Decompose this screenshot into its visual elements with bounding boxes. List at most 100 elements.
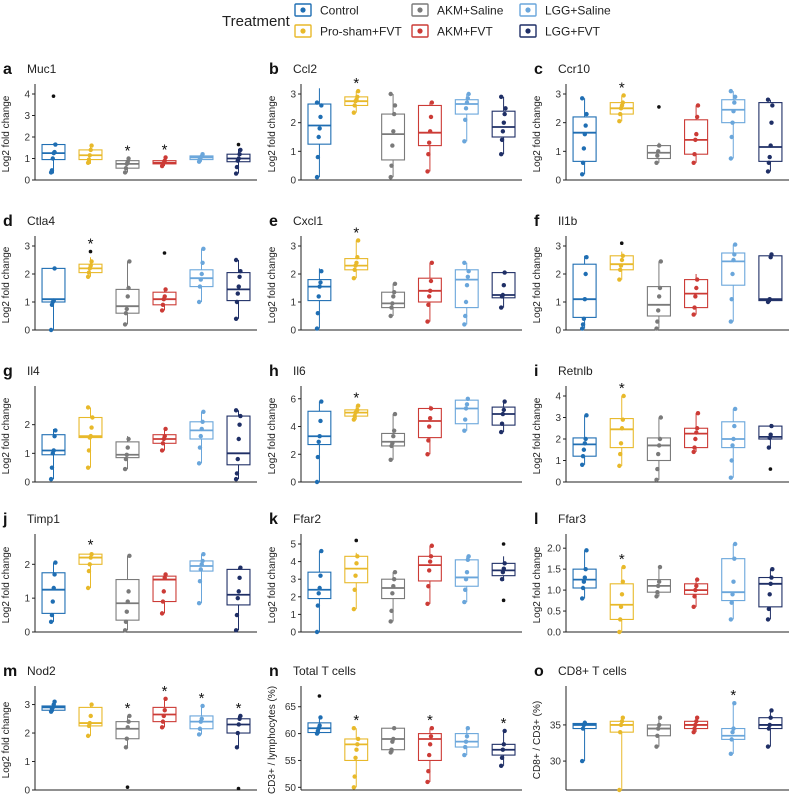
- data-point: [694, 277, 700, 282]
- box-group-6: [758, 423, 783, 471]
- box: [417, 104, 442, 147]
- data-point: [655, 733, 660, 738]
- data-point: [466, 269, 471, 274]
- y-tick-label: 2: [24, 270, 30, 281]
- data-point: [463, 739, 469, 744]
- outlier-point: [125, 785, 130, 789]
- panel-b: b Ccl2 0 1 2 3 Log2 fold change *: [267, 61, 522, 187]
- data-point: [388, 91, 393, 97]
- box-group-6: *: [226, 700, 251, 791]
- data-point: [162, 433, 167, 439]
- data-point: [767, 722, 772, 728]
- box-group-4: [684, 411, 709, 455]
- y-tick-label: 0: [290, 326, 296, 337]
- y-tick-label: 0: [24, 326, 30, 337]
- data-point: [160, 719, 166, 724]
- data-point: [429, 260, 435, 265]
- panel-letter: d: [3, 213, 13, 230]
- data-point: [620, 100, 626, 105]
- data-point: [87, 720, 92, 726]
- data-point: [427, 559, 433, 564]
- data-point: [89, 551, 94, 557]
- data-point: [88, 555, 93, 560]
- data-point: [730, 120, 735, 125]
- panel-title: Ffar2: [293, 512, 321, 526]
- data-point: [389, 305, 394, 310]
- data-point: [655, 153, 660, 158]
- data-point: [87, 562, 92, 567]
- data-point: [238, 713, 243, 719]
- y-tick-label: 0.0: [547, 628, 561, 639]
- y-axis-label: Log2 fold change: [267, 546, 278, 623]
- data-point: [654, 477, 659, 483]
- data-point: [582, 131, 588, 137]
- legend: Treatment Control Pro-sham+FVT AKM+Saline AK…: [222, 3, 611, 39]
- panel-title: Il6: [293, 364, 306, 378]
- data-point: [351, 785, 357, 790]
- data-point: [498, 152, 504, 157]
- outlier-point: [657, 105, 661, 109]
- data-point: [429, 726, 435, 731]
- data-point: [768, 432, 773, 437]
- data-point: [427, 415, 433, 421]
- data-point: [124, 736, 129, 741]
- data-point: [768, 715, 773, 720]
- data-point: [353, 573, 358, 578]
- y-tick-label: 0: [555, 176, 561, 187]
- y-tick-label: 1: [24, 757, 30, 768]
- outlier-point: [619, 241, 624, 245]
- data-point: [389, 747, 394, 752]
- data-point: [200, 152, 205, 157]
- data-point: [85, 585, 91, 591]
- data-point: [319, 269, 324, 274]
- data-point: [584, 548, 589, 553]
- data-point: [428, 406, 434, 411]
- data-point: [502, 111, 507, 117]
- data-point: [692, 726, 697, 731]
- panel-j: j Timp1 0 1 2 Log2 fold change *: [1, 511, 257, 639]
- data-point: [197, 445, 203, 450]
- data-point: [620, 253, 626, 258]
- data-point: [503, 106, 508, 111]
- data-point: [236, 722, 241, 727]
- data-point: [694, 285, 699, 291]
- box: [41, 572, 66, 614]
- data-point: [199, 426, 204, 432]
- data-point: [582, 720, 588, 725]
- legend-key-dot: [525, 7, 531, 13]
- data-point: [51, 298, 56, 303]
- panel-title: Ccr10: [558, 62, 590, 76]
- legend-label: LGG+FVT: [545, 25, 601, 39]
- data-point: [695, 411, 701, 416]
- y-axis-label: Log2 fold change: [1, 546, 12, 623]
- data-point: [502, 561, 507, 566]
- data-point: [196, 732, 202, 737]
- box-group-1: [41, 560, 66, 625]
- box-group-5: [454, 260, 479, 327]
- data-point: [199, 271, 204, 277]
- box-group-3: [381, 726, 406, 755]
- data-point: [732, 406, 738, 412]
- data-point: [770, 103, 775, 108]
- outlier-point: [236, 142, 241, 147]
- data-point: [498, 763, 504, 769]
- box-group-1: [41, 266, 66, 333]
- box-group-5: [721, 541, 746, 622]
- y-tick-label: 5: [290, 540, 296, 551]
- significance-marker: *: [162, 141, 168, 158]
- y-tick-label: 3: [555, 242, 561, 253]
- panel-letter: c: [534, 61, 543, 78]
- panel-o: o CD8+ T cells 30 35 CD8+ / CD3+ (%) *: [532, 663, 789, 793]
- data-point: [767, 297, 772, 302]
- box-group-2: *: [609, 79, 634, 124]
- data-point: [87, 153, 92, 158]
- data-point: [391, 129, 396, 134]
- data-point: [732, 94, 738, 100]
- data-point: [355, 88, 361, 94]
- data-point: [617, 617, 623, 622]
- data-point: [314, 326, 320, 331]
- significance-marker: *: [353, 75, 359, 92]
- data-point: [392, 411, 398, 417]
- data-point: [693, 722, 698, 728]
- panel-title: Retnlb: [558, 364, 593, 378]
